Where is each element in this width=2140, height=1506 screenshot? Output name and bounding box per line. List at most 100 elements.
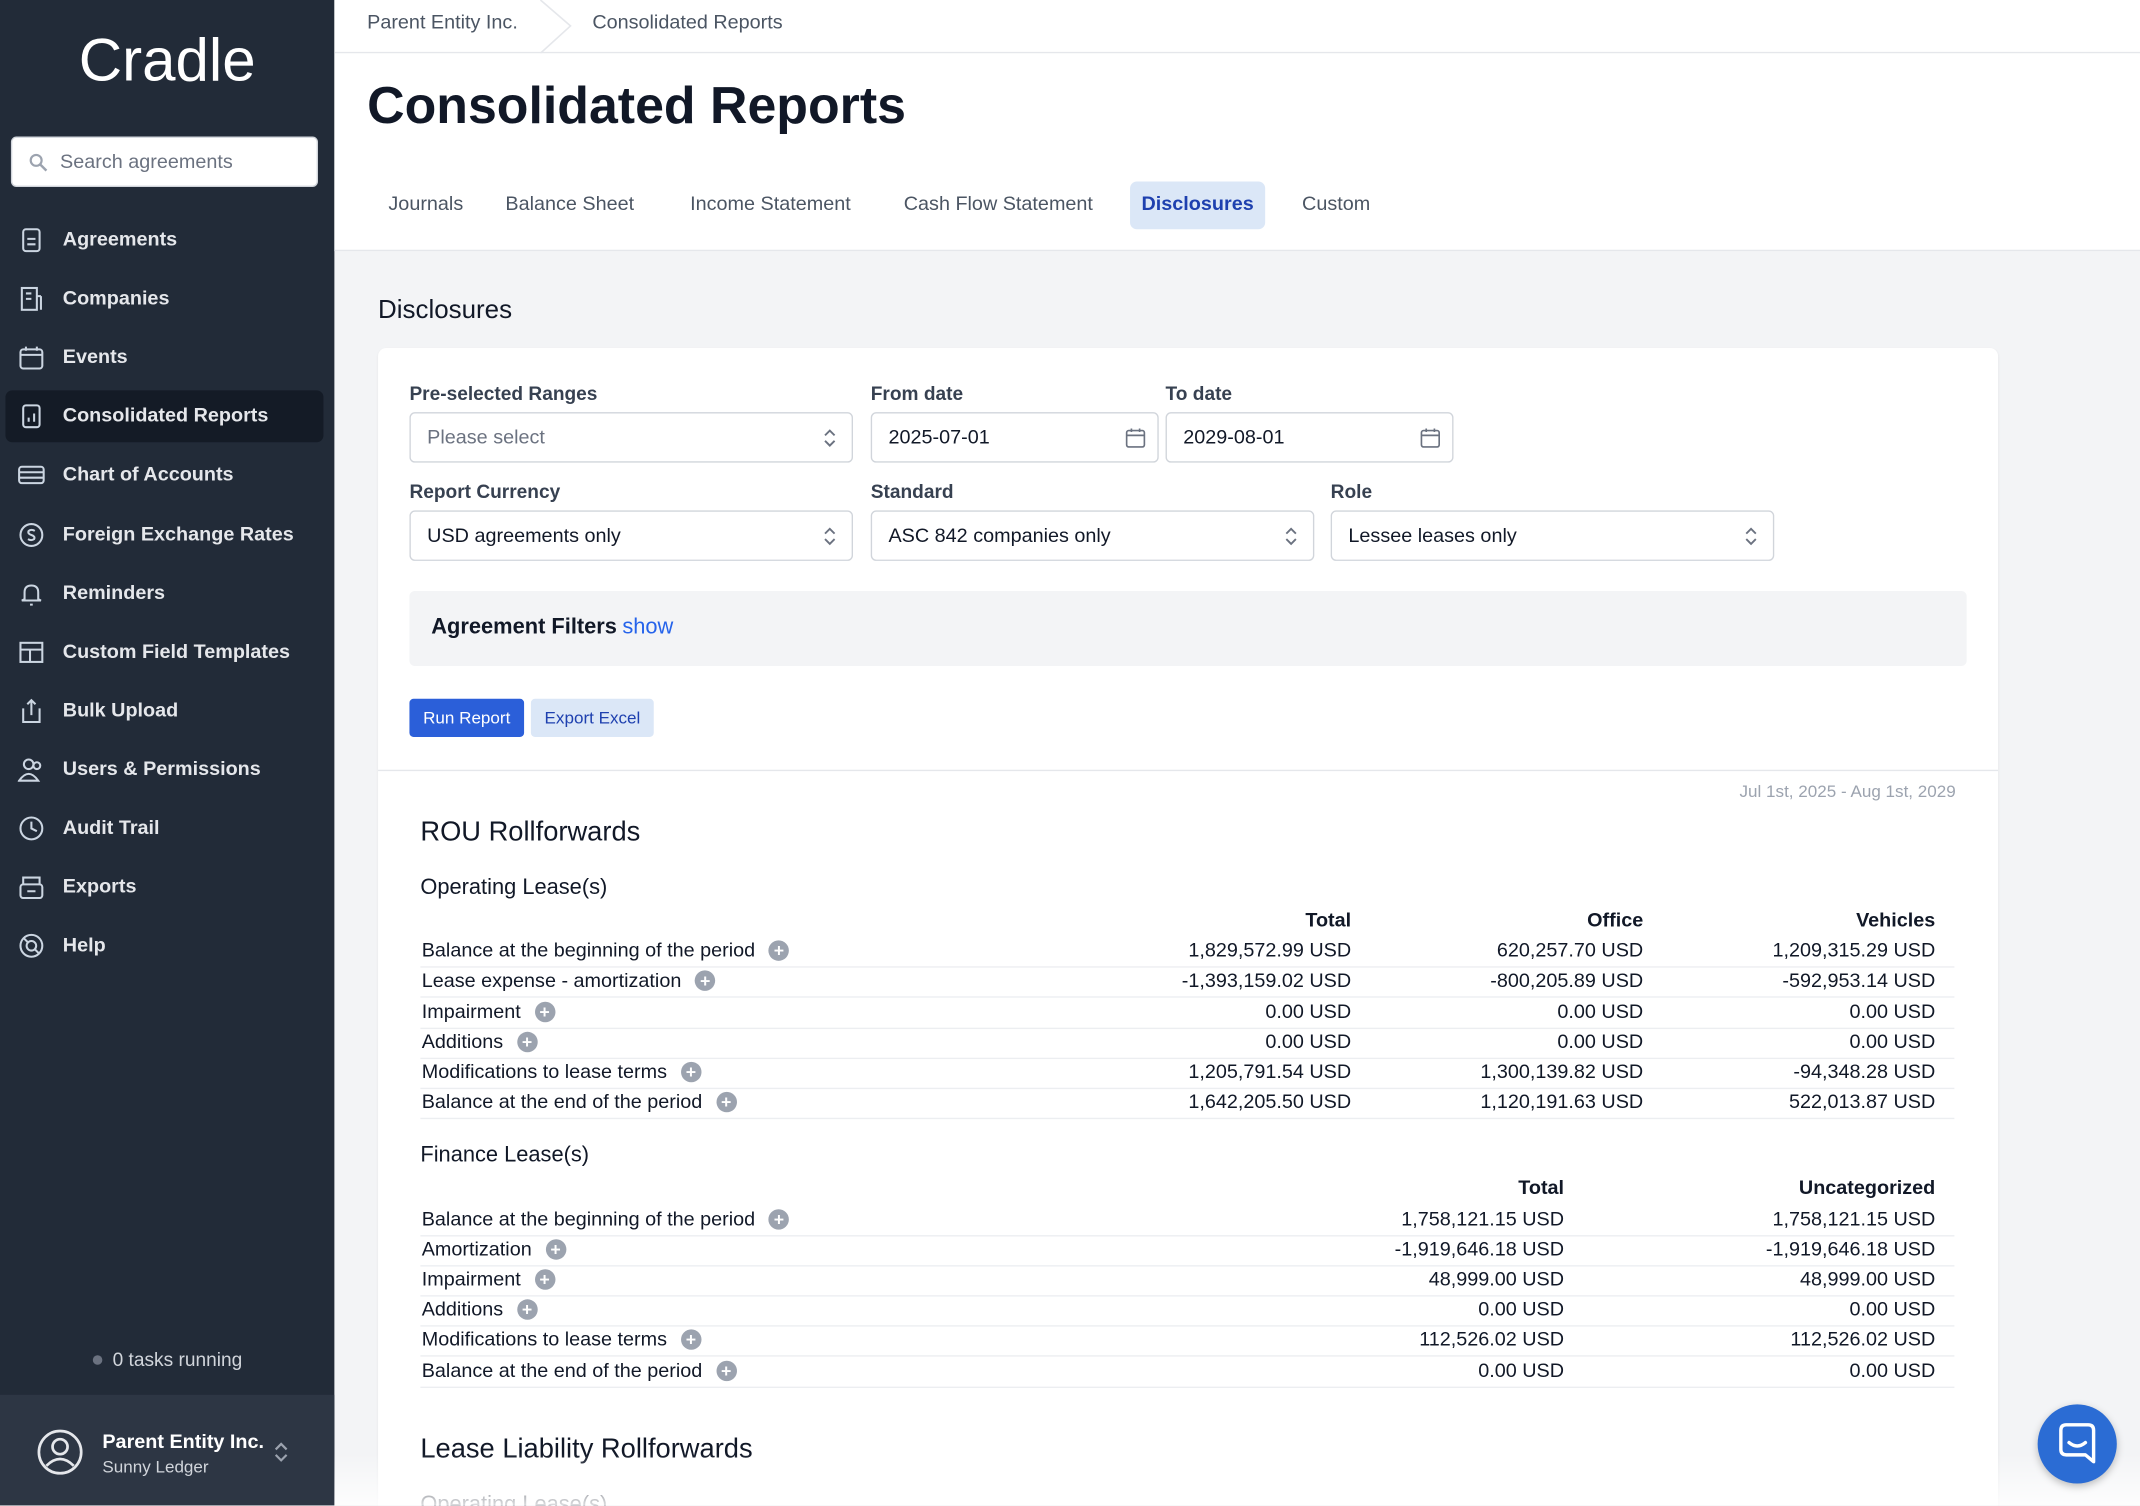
tab[interactable]: Income Statement	[690, 193, 851, 216]
nav-icon	[20, 287, 42, 311]
row-label: Balance at the beginning of the period	[421, 1208, 756, 1231]
select-arrows	[824, 429, 836, 447]
row-label: Balance at the end of the period	[421, 1092, 703, 1114]
run-report-button[interactable]: Run Report	[409, 698, 524, 737]
tab[interactable]: Custom	[1302, 193, 1371, 216]
field-value: Please select	[427, 427, 545, 450]
tab[interactable]: Balance Sheet	[505, 193, 635, 216]
user-panel[interactable]: Parent Entity Inc. Sunny Ledger	[0, 1394, 335, 1506]
user-subtitle: Sunny Ledger	[102, 1457, 209, 1477]
select-input[interactable]: Please select	[409, 412, 853, 463]
nav-icon	[18, 466, 45, 485]
cell-value: 1,758,121.15 USD	[1772, 1208, 1936, 1231]
row-label: Additions	[421, 1299, 504, 1322]
tasks-status: 0 tasks running	[0, 1346, 334, 1373]
select-input[interactable]: Lessee leases only	[1330, 510, 1775, 561]
field-label: Pre-selected Ranges	[409, 382, 598, 404]
expand-button[interactable]: +	[680, 1329, 702, 1351]
row-label: Balance at the end of the period	[421, 1360, 703, 1382]
section-title: Disclosures	[378, 296, 513, 325]
select-input[interactable]: ASC 842 companies only	[870, 510, 1315, 561]
nav-item[interactable]: Foreign Exchange Rates	[62, 523, 294, 546]
expand-button[interactable]: +	[715, 1360, 737, 1381]
row-divider	[420, 1325, 1955, 1327]
cell-value: 522,013.87 USD	[1788, 1092, 1936, 1114]
column-header: Total	[1518, 1178, 1565, 1201]
date-input[interactable]: 2025-07-01	[870, 412, 1159, 463]
breadcrumb-separator	[539, 0, 572, 54]
expand-button[interactable]: +	[534, 1001, 555, 1022]
field-value: ASC 842 companies only	[888, 525, 1111, 548]
nav-icon	[22, 228, 41, 253]
nav-item[interactable]: Help	[62, 935, 106, 957]
page-title: Consolidated Reports	[367, 77, 906, 136]
nav-icon	[19, 522, 44, 547]
row-label: Impairment	[421, 1269, 521, 1292]
row-label: Impairment	[421, 1001, 521, 1024]
export-button[interactable]: Export Excel	[530, 698, 654, 737]
calendar-icon	[1125, 428, 1146, 448]
expand-button[interactable]: +	[516, 1299, 538, 1321]
cell-value: 1,300,139.82 USD	[1480, 1061, 1644, 1084]
filters-panel: Agreement Filters show	[409, 590, 1967, 667]
breadcrumb-item[interactable]: Consolidated Reports	[592, 12, 783, 35]
column-header: Office	[1587, 910, 1644, 933]
breadcrumb-item[interactable]: Parent Entity Inc.	[367, 12, 518, 35]
expand-button[interactable]: +	[715, 1092, 737, 1113]
nav-item[interactable]: Agreements	[62, 229, 178, 252]
nav-item[interactable]: Audit Trail	[62, 817, 160, 840]
field-value: 2029-08-01	[1183, 427, 1285, 450]
cell-value: 0.00 USD	[1849, 1299, 1936, 1322]
nav-item[interactable]: Consolidated Reports	[62, 405, 269, 428]
nav-item[interactable]: Custom Field Templates	[62, 641, 291, 663]
tab[interactable]: Cash Flow Statement	[903, 193, 1093, 216]
field-value: USD agreements only	[427, 525, 621, 548]
cell-value: 1,120,191.63 USD	[1480, 1092, 1644, 1114]
filters-toggle[interactable]: show	[622, 615, 674, 639]
expand-button[interactable]: +	[768, 940, 790, 962]
cell-value: 1,829,572.99 USD	[1188, 940, 1352, 963]
nav-item[interactable]: Bulk Upload	[62, 699, 179, 722]
expand-button[interactable]: +	[545, 1238, 566, 1260]
row-divider	[420, 1355, 1955, 1358]
cell-value: -94,348.28 USD	[1793, 1061, 1936, 1084]
chat-button[interactable]	[2037, 1404, 2117, 1484]
nav-item[interactable]: Companies	[62, 288, 170, 310]
date-input[interactable]: 2029-08-01	[1165, 412, 1454, 463]
expand-button[interactable]: +	[680, 1061, 702, 1083]
row-divider	[420, 1386, 1955, 1388]
cell-value: 48,999.00 USD	[1799, 1269, 1936, 1292]
search-placeholder: Search agreements	[60, 151, 233, 174]
nav-item[interactable]: Users & Permissions	[62, 758, 261, 781]
tab[interactable]: Journals	[388, 193, 464, 216]
cell-value: 1,758,121.15 USD	[1401, 1208, 1565, 1231]
column-header: Total	[1305, 910, 1352, 933]
nav-item[interactable]: Exports	[62, 876, 137, 899]
expand-button[interactable]: +	[768, 1208, 790, 1230]
cell-value: -1,393,159.02 USD	[1181, 970, 1352, 993]
main: Parent Entity Inc. Consolidated Reports …	[334, 0, 2140, 1506]
nav-icon	[19, 346, 44, 370]
nav-item[interactable]: Events	[62, 346, 128, 369]
nav-icon	[22, 404, 41, 429]
cell-value: 0.00 USD	[1478, 1299, 1565, 1322]
filters-title: Agreement Filters	[431, 615, 617, 639]
cell-value: 112,526.02 USD	[1790, 1329, 1936, 1352]
tab[interactable]: Disclosures	[1130, 181, 1266, 230]
brand[interactable]: Cradle	[78, 27, 256, 95]
field-label: Report Currency	[409, 480, 561, 503]
field-value: 2025-07-01	[888, 427, 990, 450]
select-input[interactable]: USD agreements only	[409, 510, 853, 561]
cell-value: 0.00 USD	[1557, 1001, 1644, 1024]
nav-item[interactable]: Reminders	[62, 582, 166, 605]
search-box[interactable]: Search agreements	[10, 136, 318, 187]
expand-button[interactable]: +	[694, 970, 716, 992]
cell-value: 0.00 USD	[1849, 1001, 1936, 1024]
nav-item[interactable]: Chart of Accounts	[62, 464, 234, 487]
expand-button[interactable]: +	[516, 1031, 538, 1052]
row-label: Modifications to lease terms	[421, 1329, 668, 1352]
table-title: Finance Lease(s)	[420, 1144, 590, 1168]
expand-button[interactable]: +	[534, 1269, 555, 1290]
